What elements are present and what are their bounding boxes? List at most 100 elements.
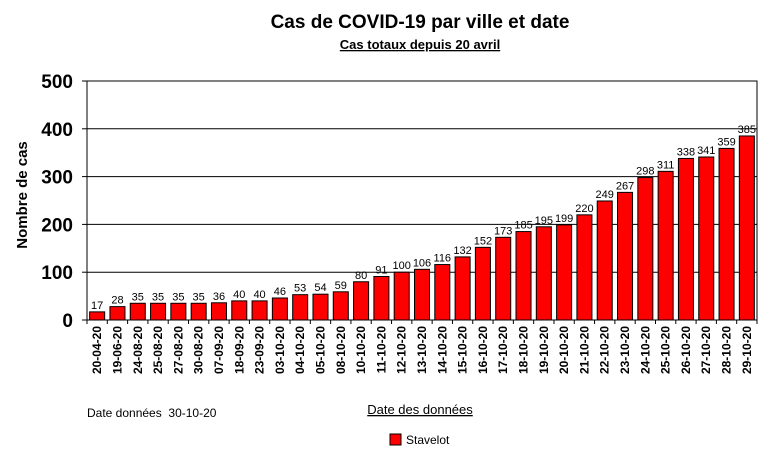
bar xyxy=(474,246,491,321)
data-label: 17 xyxy=(91,300,103,312)
bar xyxy=(413,268,431,321)
x-tick-label: 26-10-20 xyxy=(679,326,693,374)
x-tick-label: 25-08-20 xyxy=(151,326,165,374)
x-tick-label: 23-10-20 xyxy=(618,326,632,374)
x-tick-label: 17-10-20 xyxy=(496,326,510,374)
x-tick-label: 20-10-20 xyxy=(557,326,571,374)
x-axis-label: Date des données xyxy=(367,402,473,417)
x-tick-label: 27-10-20 xyxy=(699,326,713,374)
data-label: 311 xyxy=(657,159,675,171)
x-tick-label: 07-09-20 xyxy=(212,326,226,374)
x-tick-label: 30-08-20 xyxy=(192,326,206,374)
data-label: 46 xyxy=(274,286,286,298)
bar xyxy=(596,200,613,321)
y-tick-label: 300 xyxy=(41,168,73,189)
x-tick-label: 08-10-20 xyxy=(334,326,348,374)
data-label: 199 xyxy=(555,213,573,225)
data-label: 35 xyxy=(152,291,164,303)
x-tick-label: 23-09-20 xyxy=(253,326,267,374)
x-tick-label: 10-10-20 xyxy=(354,326,368,374)
bar xyxy=(210,302,227,321)
x-tick-label: 24-10-20 xyxy=(638,326,652,374)
x-tick-label: 27-08-20 xyxy=(171,326,185,374)
x-tick-label: 14-10-20 xyxy=(435,326,449,374)
x-tick-label: 03-10-20 xyxy=(273,326,287,374)
footnote: Date données 30-10-20 xyxy=(87,406,217,420)
bar xyxy=(617,191,634,321)
x-tick-label: 18-10-20 xyxy=(517,326,531,374)
data-label: 267 xyxy=(616,180,634,192)
data-label: 359 xyxy=(717,136,735,148)
x-tick-label: 25-10-20 xyxy=(659,326,673,374)
data-label: 338 xyxy=(677,146,695,158)
data-label: 54 xyxy=(314,282,326,294)
bar xyxy=(576,214,593,321)
x-tick-label: 11-10-20 xyxy=(374,326,388,374)
bar xyxy=(312,293,329,321)
y-axis-label: Nombre de cas xyxy=(14,141,31,249)
y-tick-label: 0 xyxy=(62,311,73,332)
y-tick-label: 500 xyxy=(41,72,73,93)
bar xyxy=(231,300,248,321)
data-label: 36 xyxy=(213,291,225,303)
x-tick-label: 13-10-20 xyxy=(415,326,429,374)
x-tick-label: 04-10-20 xyxy=(293,326,307,374)
bar xyxy=(657,170,674,321)
data-label: 152 xyxy=(474,235,492,247)
bar xyxy=(556,224,573,321)
data-label: 28 xyxy=(111,295,123,307)
y-tick-label: 400 xyxy=(41,120,73,141)
data-label: 35 xyxy=(193,291,205,303)
data-label: 116 xyxy=(434,253,452,265)
x-tick-label: 18-09-20 xyxy=(232,326,246,374)
x-tick-label: 05-10-20 xyxy=(313,326,327,374)
data-label: 91 xyxy=(375,265,387,277)
legend-label-stavelot: Stavelot xyxy=(406,433,450,447)
x-tick-label: 21-10-20 xyxy=(577,326,591,374)
x-tick-label: 24-08-20 xyxy=(131,326,145,374)
data-label: 80 xyxy=(355,270,367,282)
x-tick-label: 19-06-20 xyxy=(110,326,124,374)
plot-area: 0 100 200 300 400 500 17 20-04-20 28 19-06-20 35 24… xyxy=(41,72,758,374)
data-label: 385 xyxy=(738,124,756,136)
bar xyxy=(150,302,167,321)
data-label: 40 xyxy=(253,289,265,301)
bar xyxy=(271,297,288,321)
bar xyxy=(677,157,694,321)
x-tick-label: 16-10-20 xyxy=(476,326,490,374)
x-tick-label: 29-10-20 xyxy=(740,326,754,374)
data-label: 40 xyxy=(233,289,245,301)
data-label: 341 xyxy=(697,145,715,157)
data-label: 220 xyxy=(575,203,593,215)
bar xyxy=(373,276,390,321)
y-tick-label: 100 xyxy=(41,263,73,284)
bar xyxy=(332,291,349,321)
data-label: 249 xyxy=(596,189,614,201)
bar xyxy=(454,256,471,321)
bar xyxy=(190,302,207,321)
bar xyxy=(738,135,755,321)
bar xyxy=(718,147,735,321)
data-label: 100 xyxy=(393,260,411,272)
bar xyxy=(109,306,126,321)
y-tick-label: 200 xyxy=(41,215,73,236)
bar xyxy=(535,226,552,321)
bar xyxy=(393,271,410,321)
data-label: 173 xyxy=(494,225,512,237)
data-label: 35 xyxy=(132,291,144,303)
data-label: 53 xyxy=(294,283,306,295)
bar xyxy=(637,177,654,321)
bar xyxy=(495,236,512,321)
bar xyxy=(170,302,187,321)
x-tick-label: 20-04-20 xyxy=(90,326,104,374)
data-label: 195 xyxy=(535,215,553,227)
data-label: 298 xyxy=(636,166,654,178)
x-tick-label: 12-10-20 xyxy=(395,326,409,374)
data-label: 35 xyxy=(172,291,184,303)
bar xyxy=(698,156,715,321)
legend: Stavelot xyxy=(389,433,450,447)
bar xyxy=(129,302,146,321)
data-label: 106 xyxy=(413,257,431,269)
bar xyxy=(434,264,451,321)
